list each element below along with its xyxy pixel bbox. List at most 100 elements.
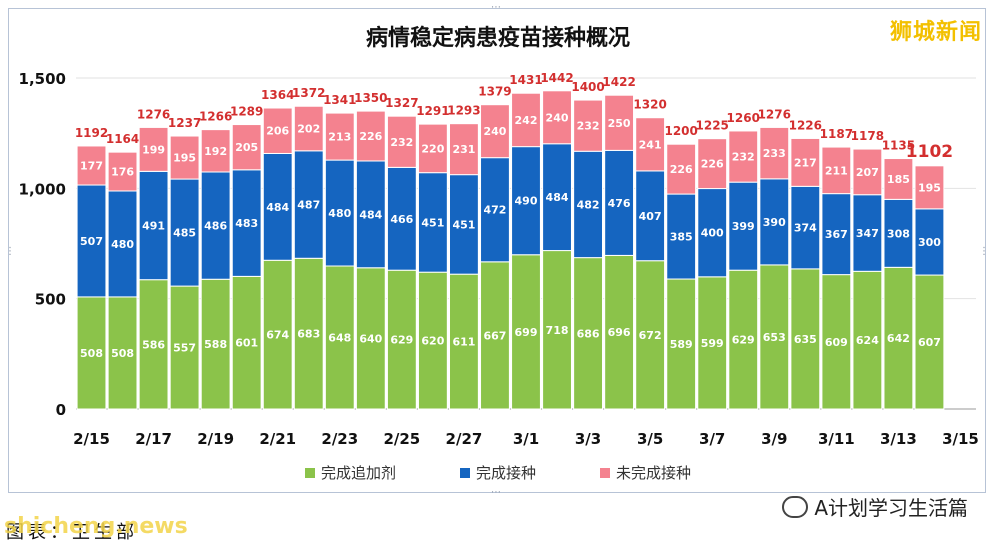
bar-segment [790,185,821,270]
total-label: 1266 [199,110,232,124]
data-label: 476 [608,197,631,210]
data-label: 451 [421,216,444,229]
data-label: 220 [421,142,444,155]
bar-segment [542,90,572,145]
bar-segment [293,150,324,259]
data-label: 599 [701,337,724,350]
bar-segment [542,143,572,252]
bar-segment [107,190,138,298]
x-tick-label: 2/17 [135,430,172,448]
data-label: 484 [546,191,569,204]
legend-label-booster: 完成追加剂 [320,464,396,482]
data-label: 466 [390,213,413,226]
legend-swatch-completed [459,467,470,478]
legend-swatch-booster [304,467,315,478]
data-label: 207 [856,166,879,179]
total-label: 1276 [758,107,791,121]
data-label: 206 [266,125,289,138]
bar-segment [138,170,169,281]
bar-segment [697,138,728,190]
bar-segment [573,150,604,259]
data-label: 480 [328,207,351,220]
chart-title: 病情稳定病患疫苗接种概况 [365,26,630,51]
bar-segment [728,181,759,271]
bar-segment [914,165,945,210]
x-tick-label: 2/25 [383,430,420,448]
data-label: 300 [918,236,941,249]
bar-segment [200,278,231,410]
total-label: 1289 [230,105,263,119]
bar-segment [200,129,231,173]
data-label: 232 [577,120,600,133]
x-tick-label: 3/9 [761,430,787,448]
wechat-account-name: A计划学习生活篇 [814,496,968,520]
bar-segment [883,198,914,268]
bar-segment [76,184,107,298]
y-tick-label: 1,500 [19,70,66,88]
bar-segment [666,143,697,195]
total-label: 1164 [106,132,139,146]
x-tick-label: 3/3 [575,430,601,448]
data-label: 642 [887,332,910,345]
bar-segment [573,257,604,410]
bar-segment [231,169,262,277]
bar-segment [883,158,914,200]
wechat-account: A计划学习生活篇 [782,492,968,521]
resize-handle-right[interactable]: ⋮ [979,246,989,257]
bar-segment [728,130,759,183]
x-tick-label: 3/15 [942,430,979,448]
bar-segment [542,250,572,410]
data-label: 609 [825,336,848,349]
bar-segment [821,146,852,195]
data-label: 635 [794,333,817,346]
total-label: 1293 [447,104,480,118]
data-label: 508 [80,347,103,360]
x-tick-label: 3/7 [699,430,725,448]
x-tick-label: 3/11 [818,430,855,448]
total-label: 1260 [727,111,760,125]
total-label: 1320 [633,98,666,112]
bar-segment [324,112,355,161]
bar-segment [324,265,355,410]
total-label: 1226 [789,118,822,132]
total-label: 1192 [75,126,108,140]
data-label: 491 [142,220,165,233]
bar-segment [914,208,945,276]
bar-segment [386,166,417,271]
bar-segment [449,123,479,176]
total-label: 1341 [323,93,356,107]
data-label: 485 [173,227,196,240]
data-label: 487 [297,199,320,212]
bar-segment [231,275,262,410]
resize-handle-top[interactable]: ⋯ [491,2,501,13]
bar-segment [604,149,635,256]
bar-segment [635,117,666,172]
resize-handle-bottom[interactable]: ⋯ [491,487,501,498]
data-label: 176 [111,166,134,179]
resize-handle-left[interactable]: ⋮ [5,246,15,257]
bar-segment [169,285,200,410]
bar-segment [449,174,479,275]
data-label: 347 [856,227,879,240]
bar-segment [759,126,790,180]
data-label: 588 [204,338,227,351]
total-label: 1200 [664,124,697,138]
data-label: 177 [80,159,103,172]
bar-segment [635,170,666,262]
total-label: 1400 [571,80,604,94]
bar-segment [511,254,541,410]
x-tick-label: 2/21 [259,430,296,448]
bar-segment [76,145,107,186]
data-label: 686 [577,327,600,340]
bar-segment [852,148,883,196]
legend-item-incomplete: 未完成接种 [600,462,691,483]
bar-segment [759,264,790,410]
total-label: 1276 [137,107,170,121]
total-label: 1187 [820,127,853,141]
y-tick-label: 0 [56,401,66,419]
bar-segment [511,92,541,148]
data-label: 557 [173,342,196,355]
data-label: 696 [608,326,631,339]
data-label: 202 [297,123,320,136]
data-label: 486 [204,220,227,233]
